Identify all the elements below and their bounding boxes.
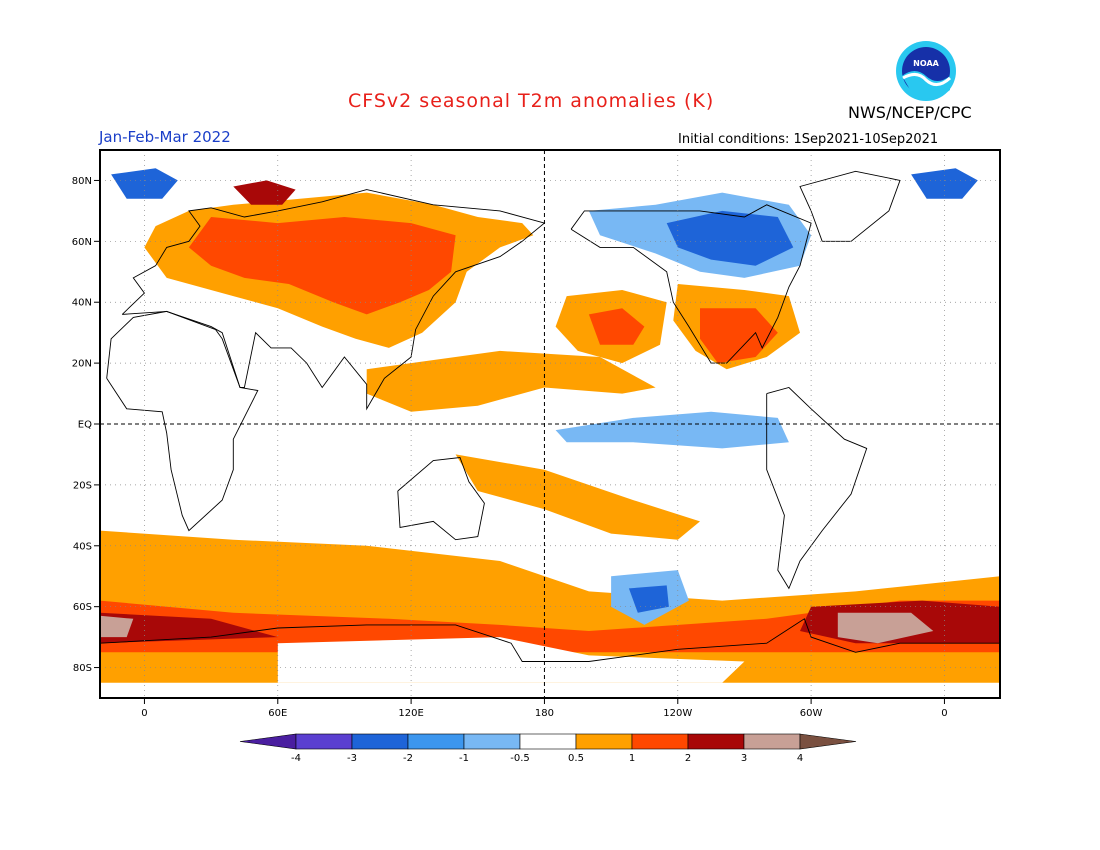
- anomaly-region-north-america-cold-core: [666, 210, 794, 266]
- noaa-logo: NOAA: [896, 41, 956, 101]
- lat-label: 40N: [72, 298, 92, 309]
- coastline: [397, 457, 485, 541]
- anomaly-region-greenland-sea-cold: [111, 168, 178, 199]
- coastline: [121, 189, 546, 411]
- initial-conditions-label: Initial conditions: 1Sep2021-10Sep2021: [678, 132, 939, 147]
- coastline: [799, 170, 901, 242]
- anomaly-region-enso-cold: [555, 411, 789, 449]
- coastline: [106, 310, 259, 532]
- anomaly-region-southern-ocean-strong: [100, 600, 1000, 653]
- lat-label: 20N: [72, 359, 92, 370]
- lon-label: 60E: [268, 708, 287, 719]
- lat-label: EQ: [78, 420, 92, 431]
- lon-label: 180: [535, 708, 554, 719]
- coastline: [570, 204, 812, 364]
- agency-label: NWS/NCEP/CPC: [848, 103, 972, 122]
- anomaly-region-antarctic-interior: [277, 637, 745, 683]
- anomaly-region-barents-hot: [233, 180, 296, 205]
- anomaly-region-weddell-very-hot: [837, 612, 934, 644]
- map-title: CFSv2 seasonal T2m anomalies (K): [348, 90, 715, 112]
- lat-label: 80S: [73, 663, 92, 674]
- lat-label: 80N: [72, 176, 92, 187]
- anomaly-region-usa-strong: [700, 308, 778, 364]
- anomaly-region-se-pacific-cold-core: [628, 585, 669, 613]
- lat-label: 40S: [73, 541, 92, 552]
- lat-label: 60N: [72, 237, 92, 248]
- lon-label: 0: [141, 708, 147, 719]
- anomaly-region-spcz-warm: [455, 454, 700, 540]
- anomaly-region-weddell-very-hot-west: [100, 615, 134, 638]
- lon-label: 120W: [663, 708, 692, 719]
- noaa-logo-text: NOAA: [913, 59, 939, 68]
- anomaly-region-npac-strong: [588, 308, 645, 345]
- anomaly-region-trop-pac-warm: [366, 350, 656, 412]
- lon-label: 120E: [398, 708, 423, 719]
- lat-label: 20S: [73, 480, 92, 491]
- coastline: [100, 618, 1000, 662]
- lon-label: 0: [941, 708, 947, 719]
- lat-label: 60S: [73, 602, 92, 613]
- season-label: Jan-Feb-Mar 2022: [99, 128, 231, 146]
- anomaly-region-greenland-sea-cold-east: [911, 168, 978, 199]
- lon-label: 60W: [800, 708, 823, 719]
